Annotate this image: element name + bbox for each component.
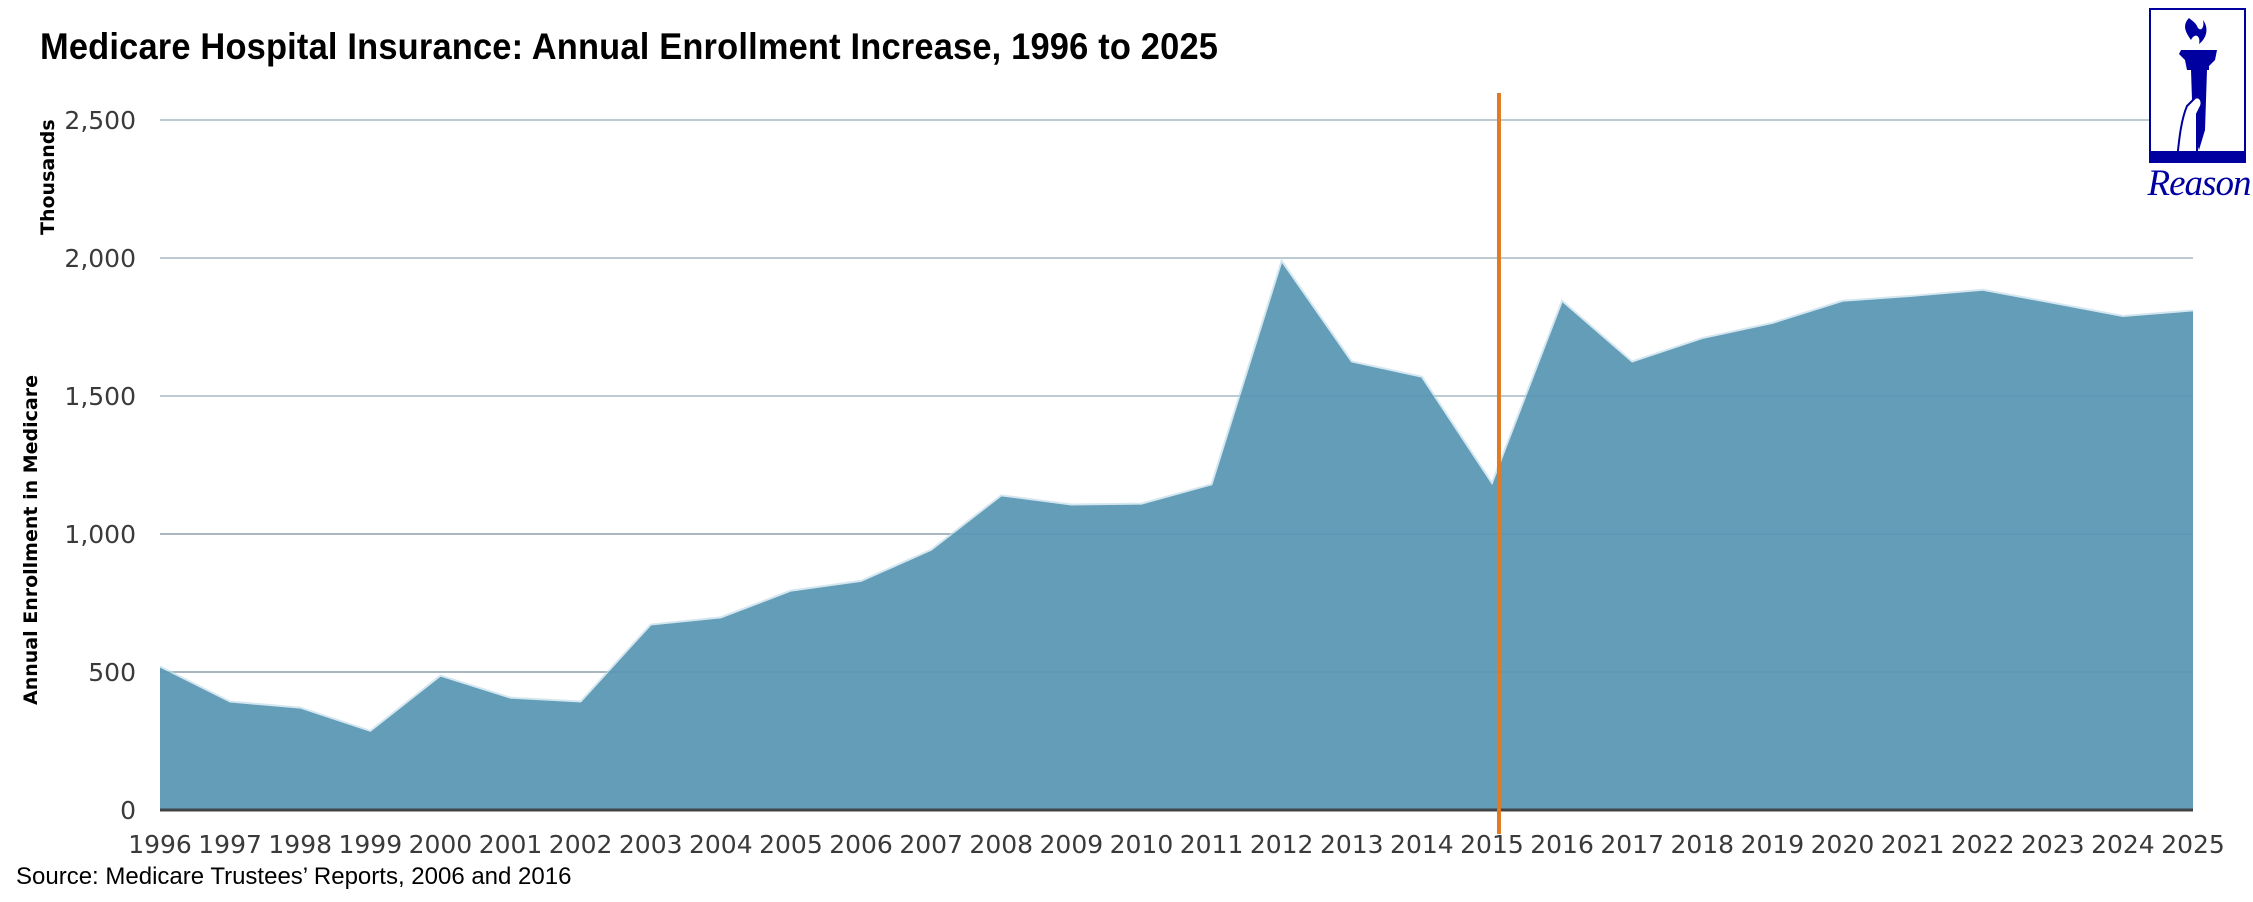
x-tick-label: 2001 — [479, 830, 543, 859]
x-tick-label: 2019 — [1741, 830, 1805, 859]
y-tick-label: 0 — [120, 796, 136, 825]
x-tick-label: 2000 — [409, 830, 473, 859]
y-axis-title: Annual Enrollment in Medicare — [20, 375, 42, 705]
x-tick-label: 2005 — [759, 830, 823, 859]
x-tick-label: 2008 — [969, 830, 1033, 859]
x-tick-label: 2015 — [1460, 830, 1524, 859]
x-tick-label: 2010 — [1110, 830, 1174, 859]
y-tick-label: 2,500 — [64, 106, 136, 135]
x-tick-label: 2004 — [689, 830, 753, 859]
x-tick-label: 2007 — [899, 830, 963, 859]
x-tick-label: 1996 — [128, 830, 192, 859]
x-tick-label: 2025 — [2161, 830, 2225, 859]
x-tick-label: 1999 — [338, 830, 402, 859]
x-tick-label: 2012 — [1250, 830, 1314, 859]
x-tick-label: 2016 — [1530, 830, 1594, 859]
x-tick-label: 1998 — [268, 830, 332, 859]
reason-logo: Reason — [2147, 6, 2251, 206]
chart-title: Medicare Hospital Insurance: Annual Enro… — [40, 26, 1219, 67]
x-axis-ticks: 1996 1997 1998 1999 2000 2001 2002 2003 2004 2005… — [128, 830, 2225, 859]
torch-icon — [2149, 8, 2246, 163]
y-axis-units: Thousands — [37, 119, 59, 235]
area-edge-line — [159, 258, 2194, 732]
x-tick-label: 2006 — [829, 830, 893, 859]
x-tick-label: 2009 — [1040, 830, 1104, 859]
x-tick-label: 2022 — [1951, 830, 2015, 859]
y-tick-label: 1,500 — [64, 382, 136, 411]
x-tick-label: 2023 — [2021, 830, 2085, 859]
area-series — [159, 119, 2194, 812]
x-tick-label: 2011 — [1180, 830, 1244, 859]
x-tick-label: 2021 — [1881, 830, 1945, 859]
x-tick-label: 2002 — [549, 830, 613, 859]
y-tick-label: 2,000 — [64, 244, 136, 273]
area-fill — [160, 260, 2193, 810]
source-note: Source: Medicare Trustees’ Reports, 2006… — [16, 863, 572, 890]
x-tick-label: 2003 — [619, 830, 683, 859]
x-tick-label: 2013 — [1320, 830, 1384, 859]
logo-text: Reason — [2147, 163, 2252, 204]
x-tick-label: 2017 — [1600, 830, 1664, 859]
x-tick-label: 2020 — [1811, 830, 1875, 859]
x-tick-label: 1997 — [198, 830, 262, 859]
y-tick-label: 500 — [88, 658, 136, 687]
y-tick-label: 1,000 — [64, 520, 136, 549]
y-axis-ticks: 0 500 1,000 1,500 2,000 2,500 — [64, 106, 136, 825]
x-tick-label: 2014 — [1390, 830, 1454, 859]
x-tick-label: 2024 — [2091, 830, 2155, 859]
x-tick-label: 2018 — [1670, 830, 1734, 859]
